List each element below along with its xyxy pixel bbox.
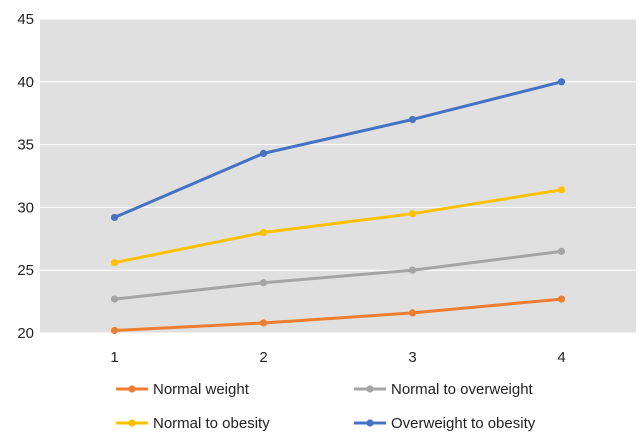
legend-item: Overweight to obesity bbox=[354, 415, 536, 432]
y-tick-label: 35 bbox=[17, 137, 34, 154]
y-axis-tick-labels: 20 25 30 35 40 45 bbox=[17, 11, 34, 342]
series-line bbox=[113, 80, 563, 219]
series-line bbox=[113, 249, 563, 301]
data-point bbox=[110, 295, 119, 303]
data-point bbox=[110, 326, 119, 335]
series-3 bbox=[110, 186, 566, 267]
legend-label: Normal weight bbox=[153, 381, 250, 398]
data-point bbox=[259, 279, 268, 287]
x-tick-label: 1 bbox=[110, 349, 118, 366]
x-tick-label: 2 bbox=[259, 349, 267, 366]
legend-item: Normal to obesity bbox=[116, 415, 270, 432]
data-point bbox=[110, 213, 119, 222]
legend-label: Overweight to obesity bbox=[391, 415, 536, 432]
data-point bbox=[408, 309, 417, 317]
data-point bbox=[557, 247, 566, 255]
y-tick-label: 30 bbox=[17, 199, 34, 216]
legend-item: Normal to overweight bbox=[354, 381, 534, 398]
data-point bbox=[557, 78, 566, 86]
plot-area bbox=[40, 19, 636, 333]
legend-label: Normal to overweight bbox=[391, 381, 534, 398]
legend-label: Normal to obesity bbox=[153, 415, 270, 432]
y-tick-label: 45 bbox=[17, 11, 34, 28]
series-line bbox=[113, 297, 563, 332]
data-point bbox=[259, 319, 268, 327]
legend-marker bbox=[366, 419, 374, 427]
legend-marker bbox=[128, 385, 136, 393]
y-tick-label: 25 bbox=[17, 262, 34, 279]
legend-marker bbox=[366, 385, 374, 393]
legend-item: Normal weight bbox=[116, 381, 250, 398]
data-point bbox=[259, 228, 268, 237]
data-point bbox=[259, 149, 268, 157]
series-layer bbox=[110, 78, 566, 335]
series-1 bbox=[110, 295, 566, 335]
data-point bbox=[557, 186, 566, 194]
data-point bbox=[557, 295, 566, 303]
data-point bbox=[408, 210, 417, 218]
series-line bbox=[113, 188, 563, 265]
legend-marker bbox=[128, 419, 136, 427]
y-tick-label: 40 bbox=[17, 74, 34, 91]
x-tick-label: 3 bbox=[408, 349, 416, 366]
series-4 bbox=[110, 78, 566, 222]
x-axis-tick-labels: 1 2 3 4 bbox=[110, 349, 565, 366]
data-point bbox=[408, 115, 417, 124]
y-tick-label: 20 bbox=[17, 325, 34, 342]
data-point bbox=[408, 266, 417, 274]
data-point bbox=[110, 259, 119, 267]
legend: Normal weight Normal to overweight Normal … bbox=[116, 381, 536, 432]
x-tick-label: 4 bbox=[557, 349, 565, 366]
series-2 bbox=[110, 247, 566, 303]
